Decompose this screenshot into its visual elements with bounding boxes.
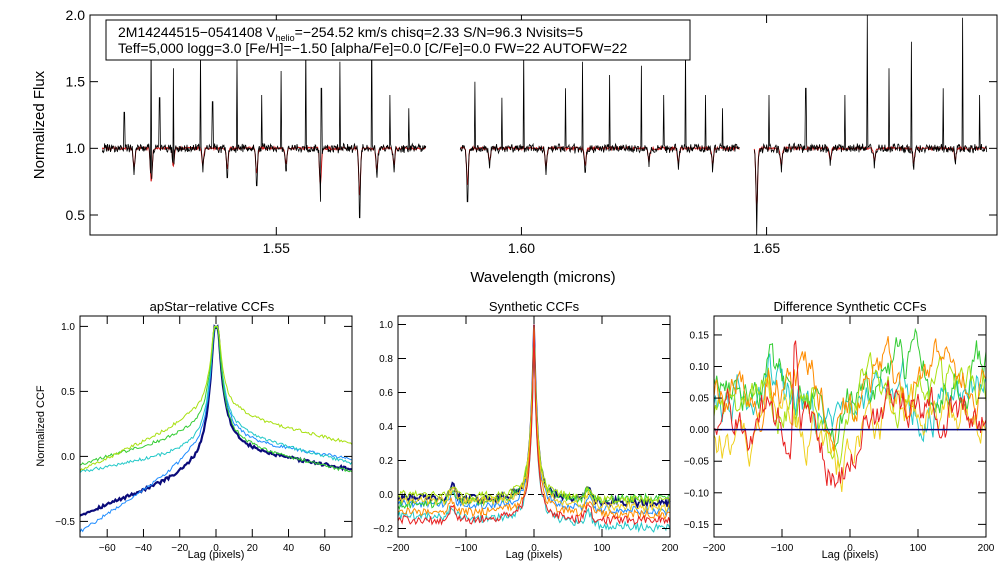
- difference-ccf-y-tick-label: 0.00: [690, 425, 710, 436]
- difference-ccf-x-label: Lag (pixels): [822, 549, 879, 561]
- apstar-ccf-series: [79, 324, 352, 517]
- info-line-1: 2M14244515−0541408 Vhelio=−254.52 km/s c…: [118, 24, 583, 43]
- difference-ccf-x-tick-label: 100: [910, 543, 927, 554]
- spectrum-axes: 1.55 1.60 1.65 0.5 1.0 1.5 2.0: [66, 7, 997, 256]
- apstar-ccf-x-label: Lag (pixels): [188, 549, 245, 561]
- difference-ccf-x-tick-label: −200: [703, 543, 726, 554]
- synthetic-ccf-x-tick-label: −100: [455, 543, 478, 554]
- apstar-ccf-y-tick-label: −0.5: [55, 517, 75, 528]
- apstar-ccf-axes: −60 −40 −20 0 20 40 60 −0.5 0.0 0.5 1.0: [55, 316, 352, 554]
- difference-ccf-y-tick-label: −0.15: [684, 520, 710, 531]
- model-spectrum-line: [101, 145, 427, 197]
- synthetic-ccf-title: Synthetic CCFs: [489, 299, 580, 314]
- synthetic-ccf-y-tick-label: 1.0: [379, 320, 393, 331]
- spectrum-panel: 1.55 1.60 1.65 0.5 1.0 1.5 2.0 Wavelength (mic…: [31, 7, 998, 286]
- apstar-ccf-data: [79, 324, 353, 533]
- difference-ccf-y-tick-label: 0.05: [690, 394, 710, 405]
- synthetic-ccf-y-tick-label: −0.2: [373, 524, 393, 535]
- difference-ccf-x-tick-label: 0: [847, 543, 853, 554]
- synthetic-ccf-data: [397, 324, 671, 533]
- difference-ccf-x-tick-label: −100: [771, 543, 794, 554]
- apstar-ccf-x-tick-label: 40: [283, 543, 295, 554]
- spectrum-y-tick-label: 1.0: [66, 140, 86, 156]
- synthetic-ccf-y-tick-label: 0.8: [379, 354, 393, 365]
- spectrum-data: [101, 14, 988, 236]
- spectrum-x-tick-label: 1.65: [753, 240, 780, 256]
- spectrum-plot-frame: [89, 14, 998, 236]
- apstar-ccf-frame: [79, 315, 353, 538]
- info-line-2: Teff=5,000 logg=3.0 [Fe/H]=−1.50 [alpha/…: [118, 40, 627, 56]
- apstar-ccf-series: [79, 325, 353, 472]
- synthetic-ccf-x-tick-label: −200: [387, 543, 410, 554]
- apstar-ccf-series: [79, 325, 353, 474]
- apstar-ccf-y-label: Normalized CCF: [35, 385, 47, 467]
- difference-ccf-series: [713, 336, 987, 452]
- spectrum-y-label: Normalized Flux: [31, 70, 48, 179]
- synthetic-ccf-x-tick-label: 100: [594, 543, 611, 554]
- synthetic-ccf-y-tick-label: 0.6: [379, 388, 393, 399]
- difference-ccf-title: Difference Synthetic CCFs: [774, 299, 927, 314]
- difference-ccf-data: [713, 327, 987, 493]
- spectrum-x-tick-label: 1.55: [263, 240, 290, 256]
- synthetic-ccf-axes: −200 −100 0 100 200 −0.2 0.0 0.2 0.4 0.6 0.8 1.0: [373, 316, 679, 554]
- synthetic-ccf-x-label: Lag (pixels): [506, 549, 563, 561]
- difference-ccf-axes: −200 −100 0 100 200 −0.15 −0.10 −0.05 0.00 0.05 0.…: [684, 316, 995, 554]
- synthetic-ccf-y-tick-label: 0.0: [379, 490, 393, 501]
- difference-ccf-y-tick-label: −0.05: [684, 457, 710, 468]
- synthetic-ccf-x-tick-label: 0: [531, 543, 537, 554]
- model-spectrum-line: [460, 145, 740, 185]
- apstar-ccf-x-tick-label: −40: [135, 543, 152, 554]
- difference-ccf-series: [713, 353, 987, 443]
- apstar-ccf-x-tick-label: 20: [247, 543, 259, 554]
- difference-ccf-y-tick-label: 0.10: [690, 362, 710, 373]
- difference-ccf-panel: Difference Synthetic CCFs −200 −100 0 100 20…: [684, 299, 995, 561]
- apstar-ccf-title: apStar−relative CCFs: [150, 299, 275, 314]
- synthetic-ccf-y-tick-label: 0.2: [379, 456, 393, 467]
- apstar-ccf-x-tick-label: −60: [99, 543, 116, 554]
- info-line-1-params: =−254.52 km/s chisq=2.33 S/N=96.3 Nvisit…: [295, 24, 584, 40]
- observed-spectrum-line: [753, 14, 988, 236]
- apstar-ccf-x-tick-label: −20: [171, 543, 188, 554]
- info-line-1-sub: helio: [276, 33, 295, 43]
- synthetic-ccf-panel: Synthetic CCFs −200 −100 0 100 200 −0.2 0.0 0.2…: [373, 299, 679, 561]
- difference-ccf-y-tick-label: −0.10: [684, 488, 710, 499]
- apstar-ccf-y-tick-label: 0.0: [61, 452, 75, 463]
- synthetic-ccf-series: [397, 324, 671, 526]
- spectrum-y-tick-label: 1.5: [66, 74, 86, 90]
- spectrum-x-label: Wavelength (microns): [470, 269, 615, 286]
- spectrum-y-tick-label: 2.0: [66, 7, 86, 23]
- spectrum-y-tick-label: 0.5: [66, 207, 86, 223]
- difference-ccf-series: [713, 340, 987, 489]
- apstar-ccf-y-tick-label: 1.0: [61, 322, 75, 333]
- apstar-ccf-x-tick-label: 0: [213, 543, 219, 554]
- info-line-1-star: 2M14244515−0541408 V: [118, 24, 276, 40]
- apstar-ccf-y-tick-label: 0.5: [61, 387, 75, 398]
- difference-ccf-series: [713, 352, 987, 469]
- apstar-ccf-x-tick-label: 60: [319, 543, 331, 554]
- info-box: [105, 19, 691, 61]
- model-spectrum-line: [753, 145, 988, 210]
- observed-spectrum-line: [459, 48, 740, 203]
- observed-spectrum-line: [101, 21, 427, 219]
- apstar-ccf-panel: apStar−relative CCFs −60 −40 −20 0 20 40 60 −0.…: [35, 299, 353, 561]
- difference-ccf-y-tick-label: 0.15: [690, 330, 710, 341]
- synthetic-ccf-x-tick-label: 200: [662, 543, 679, 554]
- spectrum-x-tick-label: 1.60: [508, 240, 535, 256]
- apstar-ccf-series: [79, 325, 353, 473]
- difference-ccf-x-tick-label: 200: [978, 543, 995, 554]
- synthetic-ccf-y-tick-label: 0.4: [379, 422, 393, 433]
